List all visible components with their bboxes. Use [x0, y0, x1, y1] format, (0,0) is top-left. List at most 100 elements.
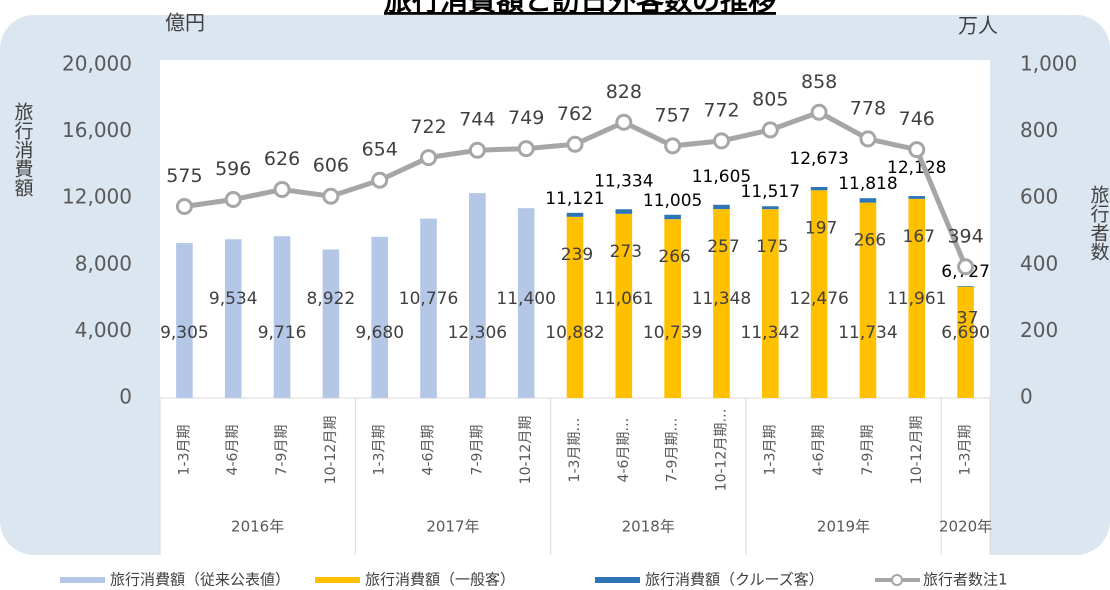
line-data-label: 626	[264, 148, 300, 170]
line-data-label: 744	[459, 109, 495, 131]
line-marker	[712, 132, 730, 150]
data-label: 257	[707, 237, 739, 257]
line-data-label: 805	[752, 88, 788, 110]
bar-segment	[566, 212, 584, 217]
data-label: 266	[658, 247, 690, 267]
x-tick-label: 7-9月期	[469, 425, 485, 476]
line-data-label: 394	[947, 225, 983, 247]
x-group-label: 2016年	[231, 518, 284, 536]
data-label: 9,534	[209, 289, 258, 309]
data-label: 239	[561, 245, 593, 265]
total-label: 11,517	[741, 182, 800, 202]
y-tick-label: 0	[119, 385, 132, 409]
y2-tick-label: 0	[1020, 385, 1033, 409]
line-marker	[371, 171, 389, 189]
data-label: 11,348	[692, 289, 751, 309]
data-label: 9,305	[160, 323, 209, 343]
bar	[273, 236, 291, 398]
bar-segment	[908, 196, 926, 199]
legend-label: 旅行消費額（従来公表値）	[110, 571, 290, 589]
line-marker	[761, 121, 779, 139]
data-label: 37	[957, 309, 979, 329]
data-label: 266	[854, 231, 886, 251]
total-label: 11,121	[545, 189, 604, 209]
total-label: 11,005	[643, 191, 702, 211]
bar-segment	[615, 209, 633, 214]
line-data-label: 778	[850, 97, 886, 119]
category-area	[160, 400, 990, 555]
x-group-label: 2018年	[622, 518, 675, 536]
line-data-label: 762	[557, 103, 593, 125]
bar-segment	[859, 198, 877, 203]
y-tick-label: 8,000	[75, 251, 132, 275]
line-data-label: 654	[362, 139, 398, 161]
line-data-label: 575	[166, 165, 202, 187]
x-group-label: 2020年	[939, 518, 992, 536]
y-tick-label: 16,000	[62, 118, 132, 142]
x-tick-label: 1-3月期	[176, 425, 192, 476]
x-group-label: 2017年	[426, 518, 479, 536]
bar	[761, 209, 779, 398]
line-data-label: 757	[655, 104, 691, 126]
line-marker	[859, 130, 877, 148]
legend-label: 旅行消費額（一般客）	[365, 571, 515, 589]
total-label: 11,334	[594, 171, 653, 191]
data-label: 11,400	[496, 289, 555, 309]
y2-tick-label: 600	[1020, 185, 1058, 209]
bar	[908, 198, 926, 398]
x-tick-label: 1-3月期	[958, 425, 974, 476]
y-axis-title: 旅行消費額	[12, 102, 34, 197]
line-marker	[517, 140, 535, 158]
bar	[517, 208, 535, 398]
x-tick-label: 4-6月期	[811, 425, 827, 476]
bar	[371, 236, 389, 398]
legend-label: 旅行消費額（クルーズ客）	[645, 571, 824, 589]
data-label: 11,734	[838, 323, 897, 343]
line-marker	[615, 113, 633, 131]
line-data-label: 828	[606, 81, 642, 103]
total-label: 11,605	[692, 167, 751, 187]
x-tick-label: 10-12月期	[323, 416, 339, 485]
x-tick-label: 4-6月期	[225, 425, 241, 476]
y-tick-label: 20,000	[62, 52, 132, 76]
bar	[420, 218, 437, 398]
data-label: 9,680	[355, 323, 404, 343]
legend-swatch	[891, 574, 903, 586]
x-tick-label: 1-3月期…	[567, 418, 583, 483]
x-tick-label: 1-3月期	[762, 425, 778, 476]
bar	[664, 219, 681, 398]
line-data-label: 596	[215, 158, 251, 180]
x-tick-label: 10-12月期	[909, 416, 925, 485]
bar-segment	[664, 214, 681, 220]
bar-segment	[713, 204, 730, 210]
line-marker	[322, 187, 340, 205]
x-group-label: 2019年	[817, 518, 870, 536]
data-label: 273	[610, 242, 642, 262]
legend-label: 旅行者数注1	[923, 571, 1008, 589]
data-label: 12,476	[789, 289, 848, 309]
bar	[810, 190, 828, 398]
line-data-label: 772	[703, 99, 739, 121]
line-data-label: 722	[410, 116, 446, 138]
bar	[566, 216, 584, 398]
chart-title: 旅行消費額と訪日外客数の推移	[384, 0, 776, 17]
y2-tick-label: 400	[1020, 251, 1058, 275]
bar-segment	[957, 285, 974, 287]
y2-unit: 万人	[958, 14, 998, 38]
data-label: 11,061	[594, 289, 653, 309]
bar	[469, 193, 486, 398]
bar-segment	[761, 206, 779, 210]
bar-segment	[810, 186, 828, 191]
bar	[224, 239, 242, 398]
y2-tick-label: 1,000	[1020, 52, 1077, 76]
y2-axis-title: 旅行者数	[1088, 185, 1110, 261]
data-label: 8,922	[307, 289, 356, 309]
line-data-label: 858	[801, 71, 837, 93]
data-label: 10,776	[399, 289, 458, 309]
bar	[176, 243, 193, 398]
x-tick-label: 7-9月期	[860, 425, 876, 476]
line-data-label: 749	[508, 107, 544, 129]
bar	[615, 213, 633, 398]
line-marker	[224, 191, 242, 209]
